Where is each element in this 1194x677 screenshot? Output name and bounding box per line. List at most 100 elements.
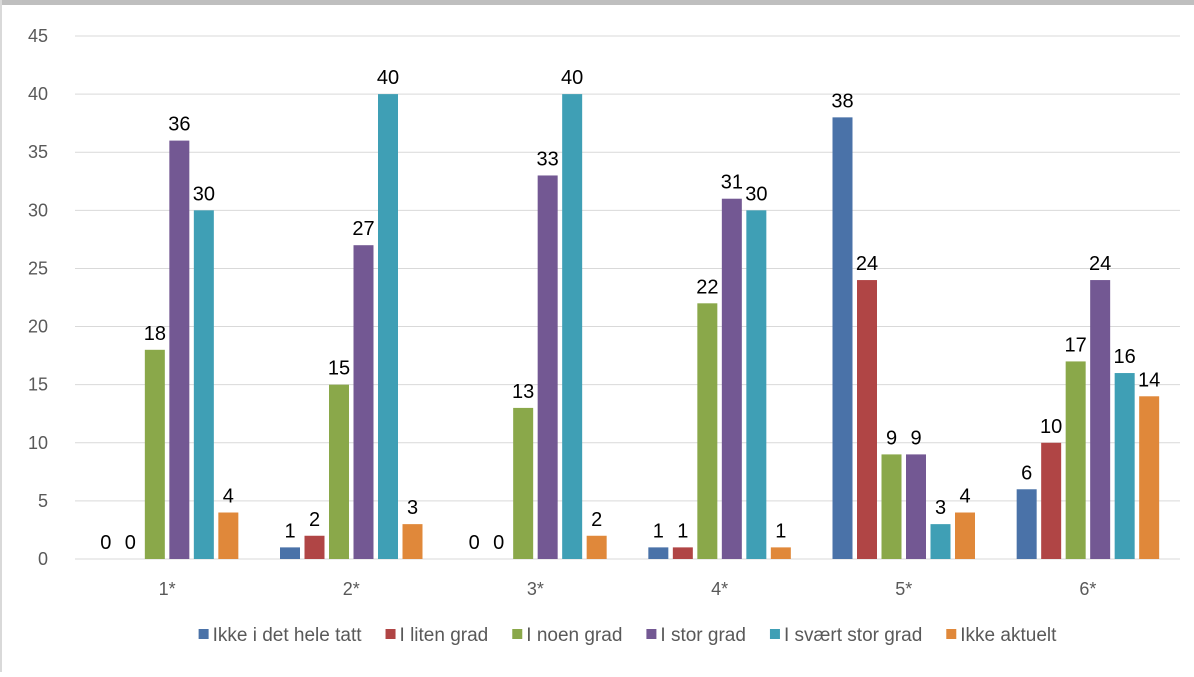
bar (881, 454, 902, 559)
bar (746, 210, 767, 560)
data-label: 9 (886, 427, 897, 449)
legend-swatch (769, 629, 780, 639)
top-border (0, 0, 1194, 5)
bar (513, 407, 534, 559)
data-label: 40 (561, 67, 583, 89)
bar (697, 303, 718, 559)
bar (304, 535, 325, 559)
y-axis: 0 5 10 15 20 25 30 35 40 45 (28, 26, 48, 569)
y-tick-label: 45 (28, 26, 48, 46)
data-label: 36 (168, 114, 190, 136)
bar (648, 547, 669, 559)
bar (1139, 396, 1160, 559)
bar (378, 94, 398, 559)
data-label: 4 (959, 486, 970, 508)
data-label: 24 (1089, 253, 1111, 275)
legend-label: Ikke aktuelt (960, 625, 1057, 646)
data-label: 22 (696, 276, 718, 298)
data-label: 0 (100, 532, 111, 554)
bar (193, 210, 214, 560)
y-tick-label: 0 (38, 549, 48, 569)
data-label: 13 (512, 381, 534, 403)
data-label: 1 (653, 520, 664, 542)
data-label: 1 (677, 520, 688, 542)
legend-label: I noen grad (526, 625, 622, 646)
legend-label: I liten grad (400, 625, 489, 646)
bar (144, 349, 165, 559)
data-label: 3 (407, 497, 418, 519)
bar (1090, 280, 1111, 559)
bar (1114, 373, 1135, 559)
bar (1065, 361, 1086, 559)
data-label: 15 (328, 358, 350, 380)
y-tick-label: 35 (28, 142, 48, 162)
data-label: 0 (125, 532, 136, 554)
x-tick-label: 5* (895, 579, 912, 599)
legend-swatch (198, 629, 209, 639)
y-tick-label: 30 (28, 200, 48, 220)
left-border (0, 0, 2, 672)
bar (1016, 489, 1037, 559)
bar (770, 547, 791, 559)
data-label: 24 (856, 253, 878, 275)
bar (169, 140, 190, 559)
legend: Ikke i det hele tatt I liten grad I noen g… (198, 625, 1057, 646)
bar (280, 547, 300, 559)
data-label: 14 (1138, 369, 1160, 391)
data-label: 18 (144, 323, 166, 345)
y-tick-label: 10 (28, 433, 48, 453)
data-label: 9 (910, 427, 921, 449)
data-label: 38 (831, 90, 853, 112)
bar (1041, 442, 1062, 559)
bar (218, 512, 239, 559)
data-label: 1 (284, 520, 295, 542)
data-label: 3 (935, 497, 946, 519)
data-label: 6 (1021, 462, 1032, 484)
bar (857, 280, 877, 559)
x-tick-label: 2* (343, 579, 360, 599)
bar (353, 245, 374, 559)
data-label: 0 (469, 532, 480, 554)
legend-label: Ikke i det hele tatt (213, 625, 363, 646)
bar (329, 384, 349, 559)
bar (721, 198, 742, 559)
data-label: 30 (745, 183, 767, 205)
bar (672, 547, 693, 559)
x-axis: 1* 2* 3* 4* 5* 6* (159, 579, 1097, 599)
bars (144, 94, 1160, 560)
data-label: 30 (193, 183, 215, 205)
bar (562, 94, 583, 559)
data-label: 40 (377, 67, 399, 89)
bar (832, 117, 853, 559)
y-tick-label: 25 (28, 258, 48, 278)
legend-swatch (385, 629, 396, 639)
x-tick-label: 6* (1079, 579, 1096, 599)
legend-swatch (946, 629, 957, 639)
y-tick-label: 5 (38, 491, 48, 511)
data-label: 27 (352, 218, 374, 240)
bar (906, 454, 926, 559)
x-tick-label: 3* (527, 579, 544, 599)
legend-swatch (512, 629, 523, 639)
gridlines (75, 35, 1180, 560)
data-label: 2 (591, 509, 602, 531)
legend-swatch (646, 629, 657, 639)
legend-label: I svært stor grad (784, 625, 922, 646)
bar (537, 175, 558, 559)
data-label: 0 (493, 532, 504, 554)
bar (955, 512, 975, 559)
data-label: 16 (1114, 346, 1136, 368)
data-label: 33 (537, 148, 559, 170)
data-label: 10 (1040, 416, 1062, 438)
data-label: 2 (309, 509, 320, 531)
x-tick-label: 4* (711, 579, 728, 599)
data-label: 17 (1065, 334, 1087, 356)
bar (930, 524, 951, 559)
data-label: 1 (775, 520, 786, 542)
bar (402, 524, 423, 559)
data-label: 31 (721, 172, 743, 194)
y-tick-label: 20 (28, 317, 48, 337)
